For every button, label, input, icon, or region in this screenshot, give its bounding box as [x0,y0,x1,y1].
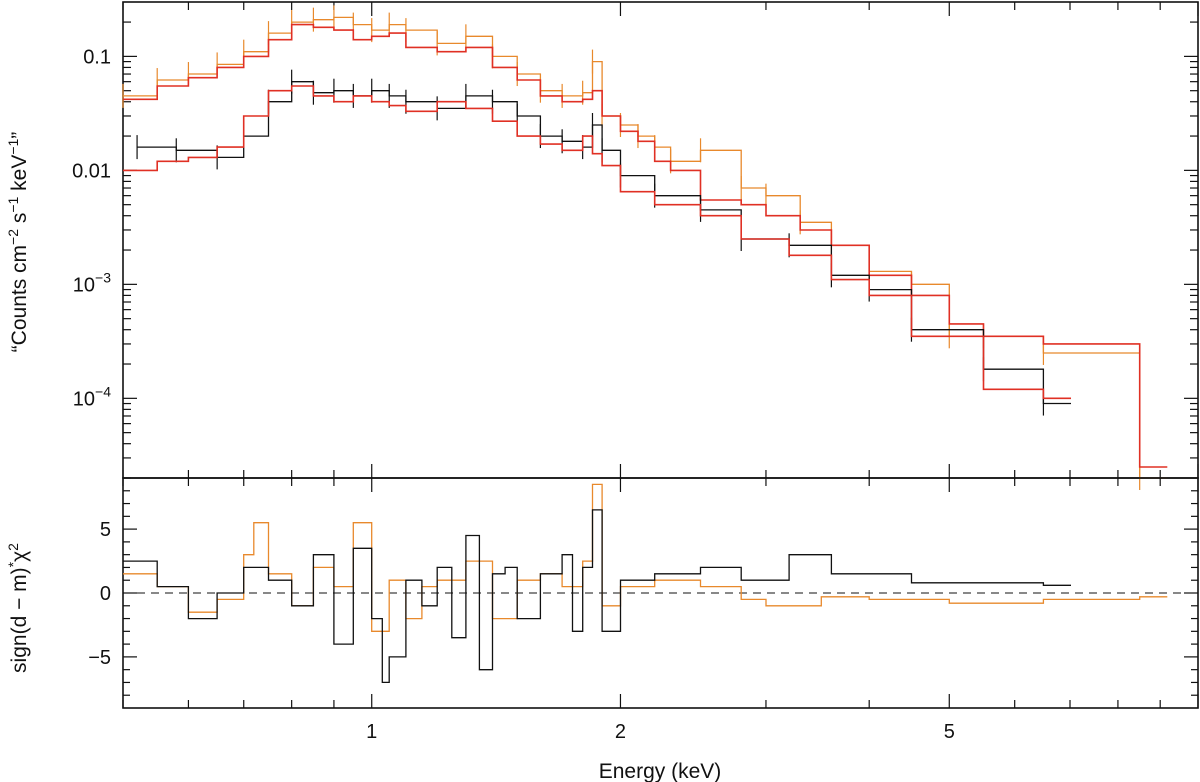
x-axis-label: Energy (keV) [599,760,722,782]
ylabel-exp-kev: −1 [5,138,21,154]
spectrum-series-2 [136,69,1071,416]
spectrum-line-1 [123,23,1168,468]
spectrum-series-1 [123,23,1168,468]
res-y-tick-label-2: −5 [88,647,111,669]
x-tick-label-1: 2 [615,721,626,743]
y-tick-label-1: 0.01 [72,160,111,182]
residual-series-1 [123,509,1071,684]
y-tick-label-0: 0.1 [83,46,111,68]
residual-series-0 [123,483,1168,632]
y-tick-label-3: 10−4 [73,383,111,410]
spectrum-series-0 [122,5,1168,490]
residual-line-0 [123,483,1168,632]
spectrum-axis-ticks [122,2,1199,479]
x-tick-label-0: 1 [366,721,377,743]
spectrum-line-0 [123,16,1168,479]
ylabel-part-kev: keV [8,155,31,197]
res-y-tick-label-1: 0 [100,583,111,605]
spectrum-line-3 [123,85,1071,400]
y-tick-label-2: 10−3 [73,269,111,296]
spectrum-series-3 [123,85,1071,400]
ylabel-part-s: s [8,213,31,229]
res-ylabel-chi: χ [8,551,31,562]
residuals-series-group [123,483,1168,684]
spectrum-series-group [122,5,1168,490]
res-ylabel-exp: 2 [5,543,21,551]
ylabel-part-counts: “Counts cm [8,245,31,352]
ylabel-exp-s: −1 [5,196,21,212]
residuals-y-axis-label: sign(d − m)*χ2 [5,543,31,673]
ylabel-part-close: ” [8,132,31,139]
res-ylabel-sign: sign(d − m) [8,567,31,673]
spectrum-y-tick-labels: 0.1 0.01 10−3 10−4 [72,46,111,410]
residual-line-1 [123,509,1071,684]
spectrum-line-2 [137,81,1071,405]
res-ylabel-star: * [5,561,21,567]
spectrum-y-axis-label: “Counts cm−2 s−1 keV−1” [5,132,31,353]
x-tick-label-2: 5 [944,721,955,743]
ylabel-exp-cm: −2 [5,229,21,245]
res-y-tick-label-0: 5 [100,519,111,541]
residuals-panel: 5 0 −5 [88,477,1199,709]
residuals-y-tick-labels: 5 0 −5 [88,519,111,669]
x-tick-labels: 1 2 5 [366,721,955,743]
spectrum-panel: 0.1 0.01 10−3 10−4 [72,1,1199,490]
spectrum-plot-frame [122,1,1199,479]
